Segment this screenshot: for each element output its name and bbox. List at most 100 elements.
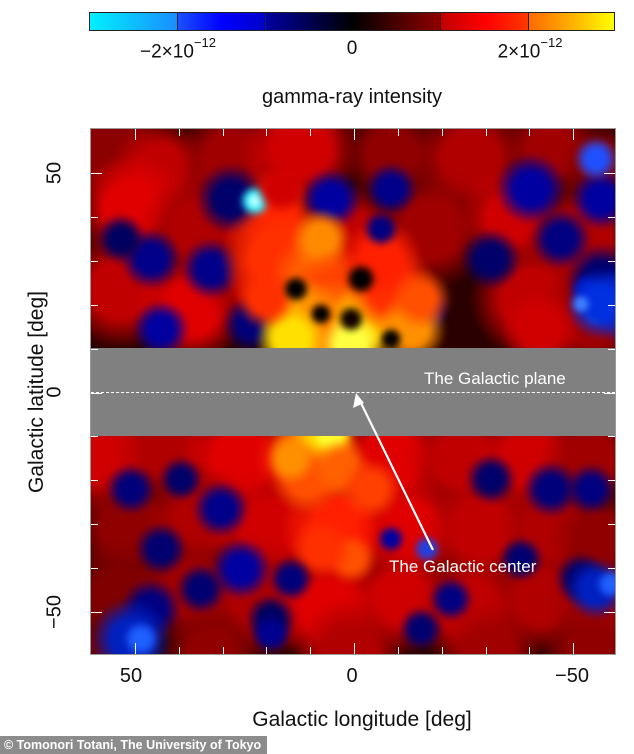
intensity-blob [363,211,399,247]
intensity-blob [377,525,405,553]
x-tick [529,647,531,654]
y-tick [91,480,98,482]
y-tick [608,304,615,306]
colorbar-divider [440,13,441,30]
x-tick [529,129,531,136]
y-axis-label: Galactic latitude [deg] [25,291,48,493]
intensity-blob [123,621,159,654]
colorbar-segment [266,13,353,30]
x-tick [178,647,180,654]
intensity-blob [106,464,156,514]
x-tick [310,129,312,136]
x-tick [485,647,487,654]
y-tick [91,392,102,394]
intensity-blob [574,137,615,181]
x-tick-label: −50 [555,665,589,687]
y-tick-label: −50 [43,595,66,629]
colorbar-tick-label-zero: 0 [346,38,358,59]
x-tick [354,129,355,140]
galactic-plane-label: The Galactic plane [424,369,566,388]
x-tick [397,129,399,136]
intensity-blob [251,614,291,654]
y-tick [91,568,98,570]
intensity-blob [282,275,310,303]
x-tick [354,643,355,654]
intensity-blob [461,229,521,289]
galactic-plane-line [91,392,615,393]
y-tick [91,304,98,306]
x-tick [573,643,575,654]
intensity-blob [133,301,189,357]
y-tick [608,348,615,350]
intensity-blob [566,464,615,514]
y-tick [604,172,615,174]
y-tick [91,612,102,614]
x-tick [222,129,224,136]
intensity-blob [571,294,591,314]
y-tick [91,260,98,262]
y-tick [608,260,615,262]
x-tick [134,643,136,654]
intensity-blob [337,305,365,333]
intensity-blob [266,434,316,484]
y-tick [604,612,615,614]
y-tick [91,216,98,218]
x-tick [222,647,224,654]
x-tick [134,129,136,140]
colorbar-segment [353,13,441,30]
x-tick [266,647,268,654]
x-tick [485,129,487,136]
colorbar-segment [178,13,266,30]
x-tick [441,647,443,654]
y-tick [91,172,102,174]
y-tick [608,216,615,218]
intensity-blob [499,537,543,581]
intensity-blob [466,454,516,504]
colorbar-tick-label-neg: −2×10−12 [140,35,216,63]
intensity-blob [135,523,187,575]
intensity-blob [256,164,306,214]
intensity-blob [596,569,615,599]
intensity-blob [269,557,313,601]
colorbar-divider [528,13,529,30]
x-tick-label: 0 [346,665,358,687]
y-tick [91,524,98,526]
intensity-blob [379,327,403,351]
x-tick [310,647,312,654]
y-tick [91,348,98,350]
colorbar [89,12,615,31]
y-tick [608,480,615,482]
x-tick [266,129,268,136]
intensity-blob [159,457,203,501]
x-axis-label: Galactic longitude [deg] [252,708,472,731]
intensity-blob [399,607,443,651]
galactic-center-label: The Galactic center [389,557,537,576]
colorbar-segment [90,13,178,30]
intensity-blob [345,263,377,295]
intensity-blob [193,481,249,537]
y-tick [91,436,98,438]
colorbar-tick-label-pos: 2×10−12 [497,35,563,63]
x-tick-label: 50 [119,665,143,687]
intensity-blob [391,269,451,329]
colorbar-title: gamma-ray intensity [261,86,443,108]
sky-map-plot: The Galactic plane The Galactic center [90,128,616,655]
intensity-blob [176,564,226,614]
colorbar-divider [265,13,266,30]
y-tick [608,524,615,526]
y-tick [604,392,615,394]
image-credit: © Tomonori Totani, The University of Tok… [0,736,268,754]
colorbar-segment [529,13,614,30]
y-tick [608,568,615,570]
intensity-blob [309,302,333,326]
y-tick-label: 50 [43,161,66,185]
colorbar-segment [441,13,529,30]
x-tick [441,129,443,136]
x-tick [573,129,575,140]
x-tick [178,129,180,136]
x-tick [397,647,399,654]
intensity-blob [341,459,401,519]
intensity-blob [96,214,146,264]
colorbar-divider [177,13,178,30]
y-tick [608,436,615,438]
